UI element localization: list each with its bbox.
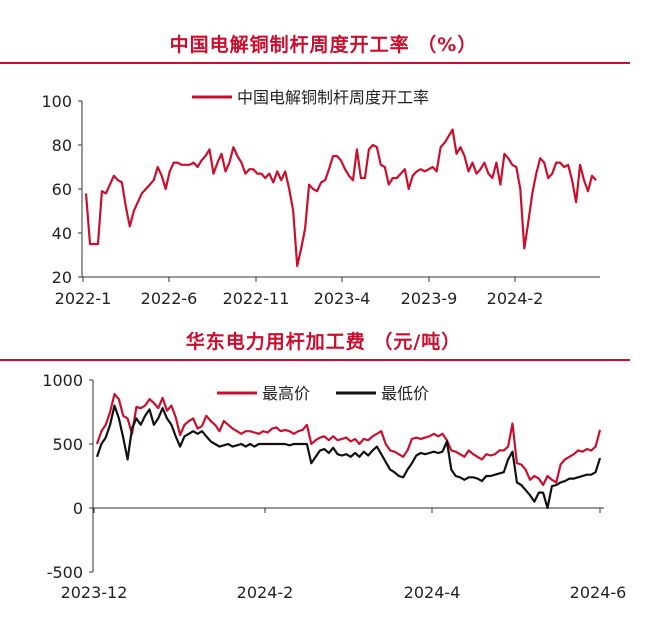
chart2-series bbox=[95, 393, 602, 510]
chart2-x-tick-label: 2023-12 bbox=[61, 583, 128, 602]
chart2-x-tick-label: 2024-2 bbox=[237, 583, 294, 602]
chart1-legend-label: 中国电解铜制杆周度开工率 bbox=[237, 88, 429, 107]
chart2-series-0-line bbox=[95, 393, 602, 487]
chart1-series-0-line bbox=[84, 128, 597, 268]
chart1-x-tick-label: 2023-9 bbox=[401, 289, 458, 308]
chart2-y-tick-label: 0 bbox=[73, 499, 83, 518]
chart2-axes: -500 0 500 1000 2023-12 2024-2 2024-4 2024-6 bbox=[42, 371, 626, 602]
chart2-y-tick-label: -500 bbox=[47, 563, 83, 582]
chart2-y-tick-label: 500 bbox=[52, 435, 83, 454]
chart2-title: 华东电力用杆加工费 （元/吨） bbox=[185, 331, 462, 353]
chart1-x-tick-label: 2022-11 bbox=[223, 289, 290, 308]
chart1-y-tick-label: 40 bbox=[52, 224, 72, 243]
chart1: 20 40 60 80 100 2022-1 2022-6 2022-11 2023-4 2023… bbox=[41, 88, 600, 308]
chart1-title: 中国电解铜制杆周度开工率 （%） bbox=[169, 34, 478, 56]
chart2-legend-label-low: 最低价 bbox=[381, 384, 429, 403]
chart1-x-tick-label: 2023-4 bbox=[314, 289, 371, 308]
chart1-x-tick-label: 2022-6 bbox=[141, 289, 198, 308]
chart2: -500 0 500 1000 2023-12 2024-2 2024-4 2024-6 最高… bbox=[42, 371, 626, 602]
chart1-y-tick-label: 100 bbox=[41, 92, 72, 111]
chart2-legend: 最高价 最低价 bbox=[217, 384, 429, 403]
chart1-series bbox=[84, 128, 597, 268]
chart1-x-tick-label: 2024-2 bbox=[487, 289, 544, 308]
chart2-series-1-line bbox=[95, 404, 602, 510]
chart2-legend-label-high: 最高价 bbox=[262, 384, 310, 403]
chart1-axes: 20 40 60 80 100 2022-1 2022-6 2022-11 2023-4 2023… bbox=[41, 92, 600, 308]
chart2-title-rule bbox=[0, 359, 630, 361]
chart1-legend: 中国电解铜制杆周度开工率 bbox=[192, 88, 429, 107]
chart1-title-rule bbox=[0, 62, 630, 64]
chart1-y-tick-label: 20 bbox=[52, 268, 72, 287]
chart1-x-tick-label: 2022-1 bbox=[55, 289, 112, 308]
chart2-x-tick-label: 2024-6 bbox=[570, 583, 627, 602]
chart1-y-tick-label: 80 bbox=[52, 136, 72, 155]
chart1-y-tick-label: 60 bbox=[52, 180, 72, 199]
chart2-y-tick-label: 1000 bbox=[42, 371, 83, 390]
chart2-x-tick-label: 2024-4 bbox=[404, 583, 461, 602]
